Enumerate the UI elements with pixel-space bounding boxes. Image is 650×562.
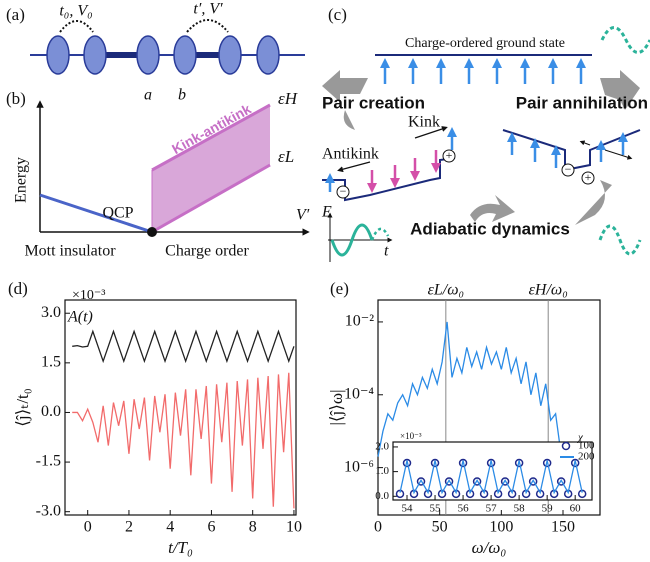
- svg-text:−: −: [565, 162, 572, 176]
- x-tick-label: 0: [84, 518, 92, 535]
- legend-label: 100: [578, 440, 595, 452]
- marker: [570, 458, 580, 468]
- legend-title: χ: [577, 432, 584, 444]
- y-tick-label: 0.0: [41, 403, 61, 420]
- marker: [430, 458, 440, 468]
- x-tick-label: 0: [374, 518, 382, 535]
- marker: [472, 477, 482, 486]
- marker: [542, 458, 552, 468]
- y-tick-label: 2.0: [375, 440, 389, 452]
- annotation: A(t): [67, 309, 93, 326]
- process-label: Pair annihilation: [516, 93, 648, 112]
- marker: [486, 458, 496, 468]
- energy-label: εL: [278, 147, 294, 166]
- plot-frame: [64, 299, 297, 516]
- qcp-label: QCP: [102, 205, 133, 222]
- reference-label: εL/ω₀: [428, 282, 465, 299]
- marker: [500, 477, 510, 486]
- kink-label: Kink: [408, 114, 440, 131]
- process-label: Pair creation: [322, 93, 425, 112]
- x-tick-label: 100: [489, 518, 513, 535]
- series-line: [72, 372, 295, 509]
- x-tick-label: 50: [432, 518, 448, 535]
- x-tick-label: 59: [542, 502, 554, 514]
- antikink-label: Antikink: [322, 146, 379, 163]
- energy-label: εH: [278, 89, 299, 108]
- y-tick-label: 10⁻⁶: [344, 458, 374, 475]
- x-axis-label: ω/ω₀: [472, 538, 507, 557]
- marker: [514, 458, 524, 468]
- y-tick-label: -3.0: [36, 502, 61, 519]
- marker: [458, 458, 468, 468]
- x-tick-label: 8: [249, 518, 257, 535]
- svg-text:+: +: [446, 148, 453, 162]
- y-tick-label: 10⁻⁴: [344, 385, 374, 402]
- panel-label: (e): [330, 279, 349, 298]
- panel-b: (b) Energy V′ QCP Mott insulator Charge …: [6, 89, 310, 260]
- panel-label: (c): [328, 5, 347, 24]
- y-tick-label: 3.0: [41, 304, 61, 321]
- y-tick-label: 1.0: [375, 465, 389, 477]
- x-tick-label: 56: [458, 502, 470, 514]
- plot-frame: [392, 441, 593, 501]
- marker: [402, 458, 412, 468]
- panel-c: (c) Charge-ordered ground state Pair cre…: [321, 5, 650, 262]
- y-axis-label: ⟨ĵ⟩ₜ/t₀: [13, 388, 32, 426]
- x-tick-label: 150: [551, 518, 575, 535]
- ground-state-label: Charge-ordered ground state: [405, 36, 565, 51]
- axis-label: t: [384, 243, 389, 260]
- series-line: [72, 329, 295, 364]
- site-label: b: [178, 87, 186, 104]
- x-tick-label: 57: [486, 502, 498, 514]
- exponent-label: ×10⁻³: [72, 288, 105, 303]
- y-axis-label: |⟨ĵ⟩ω|: [327, 390, 346, 426]
- panel-label: (b): [6, 89, 26, 108]
- x-tick-label: 58: [514, 502, 526, 514]
- marker: [528, 477, 538, 486]
- x-tick-label: 54: [402, 502, 414, 514]
- axis-label: V′: [296, 207, 310, 224]
- phase-label: Mott insulator: [24, 243, 116, 260]
- svg-text:+: +: [585, 170, 592, 184]
- x-tick-label: 55: [430, 502, 442, 514]
- x-tick-label: 10: [286, 518, 302, 535]
- panel-a: (a) t₀, V₀ t′, V′ a b: [6, 1, 305, 104]
- marker: [444, 477, 454, 486]
- x-tick-label: 6: [207, 518, 215, 535]
- exponent-label: ×10⁻³: [400, 431, 422, 441]
- x-tick-label: 4: [166, 518, 174, 535]
- axis-label: E: [321, 204, 332, 221]
- series-line: [399, 460, 583, 495]
- hopping-label: t₀, V₀: [59, 3, 92, 20]
- legend-label: 200: [578, 451, 595, 463]
- hopping-label: t′, V′: [193, 1, 223, 18]
- site-label: a: [144, 87, 152, 104]
- x-tick-label: 2: [125, 518, 133, 535]
- marker: [416, 477, 426, 486]
- process-label: Adiabatic dynamics: [410, 219, 570, 238]
- phase-label: Charge order: [165, 243, 249, 260]
- y-tick-label: 1.5: [41, 354, 61, 371]
- reference-label: εH/ω₀: [529, 282, 568, 299]
- svg-text:−: −: [340, 184, 347, 198]
- y-tick-label: -1.5: [36, 453, 61, 470]
- series-line: [377, 321, 567, 468]
- panel-label: (d): [8, 279, 28, 298]
- x-tick-label: 60: [570, 502, 582, 514]
- axis-label: Energy: [13, 157, 30, 203]
- y-tick-label: 0.0: [375, 490, 389, 502]
- y-tick-label: 10⁻²: [345, 313, 374, 330]
- panel-label: (a): [6, 5, 25, 24]
- marker: [556, 477, 566, 486]
- legend-marker: [561, 441, 571, 451]
- x-axis-label: t/T₀: [168, 538, 193, 557]
